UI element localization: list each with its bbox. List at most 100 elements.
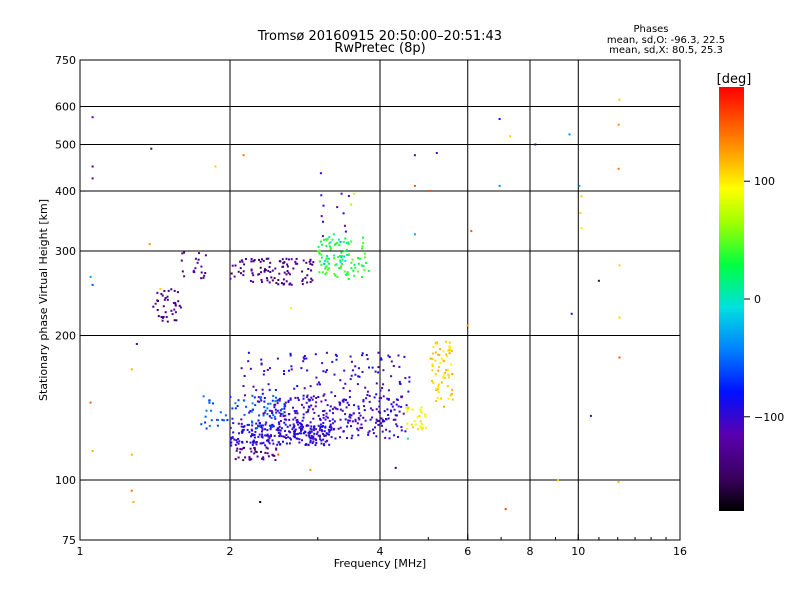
data-point	[443, 374, 446, 377]
x-tick-label: 2	[227, 545, 234, 558]
data-point	[403, 355, 406, 358]
data-point	[441, 376, 444, 379]
data-point	[312, 395, 315, 398]
data-point	[257, 419, 260, 422]
data-point	[310, 396, 313, 399]
data-point	[198, 252, 200, 255]
data-point	[443, 360, 446, 363]
data-point	[390, 403, 393, 406]
data-point	[310, 277, 313, 280]
data-point	[283, 370, 285, 373]
data-point	[257, 424, 259, 427]
data-point	[450, 393, 453, 396]
data-point	[249, 410, 252, 412]
data-point	[289, 397, 292, 400]
data-point	[305, 411, 308, 414]
data-point	[349, 378, 352, 381]
chart-subtitle: RwPretec (8p)	[334, 41, 425, 56]
data-point	[285, 273, 288, 276]
data-point	[251, 409, 254, 411]
data-point	[250, 410, 253, 413]
data-point	[148, 243, 151, 246]
data-point	[244, 394, 246, 397]
data-point	[288, 430, 290, 433]
data-point	[345, 406, 348, 409]
data-point	[328, 433, 330, 436]
data-point	[325, 258, 328, 261]
data-point	[325, 369, 328, 372]
data-point	[322, 416, 325, 419]
data-point	[261, 457, 263, 460]
data-point	[372, 428, 374, 431]
data-point	[366, 390, 369, 393]
data-point	[284, 401, 287, 404]
data-point	[272, 395, 275, 397]
data-point	[283, 405, 286, 408]
data-point	[89, 275, 92, 278]
data-point	[164, 311, 167, 314]
data-point	[246, 428, 249, 431]
data-point	[333, 254, 336, 257]
data-point	[289, 352, 292, 355]
data-point	[295, 410, 298, 413]
data-point	[242, 428, 245, 431]
data-point	[204, 254, 207, 257]
data-point	[351, 434, 354, 437]
data-point	[360, 264, 363, 267]
data-point	[312, 408, 315, 411]
data-point	[265, 446, 268, 449]
data-point	[278, 397, 281, 400]
data-point	[249, 280, 252, 282]
data-point	[411, 408, 414, 411]
data-point	[181, 270, 184, 273]
data-point	[387, 354, 390, 357]
data-point	[381, 418, 384, 421]
data-point	[242, 447, 245, 450]
data-point	[251, 421, 254, 424]
data-point	[241, 430, 244, 433]
data-point	[357, 407, 360, 410]
data-point	[362, 265, 365, 268]
data-point	[451, 373, 454, 375]
data-point	[534, 143, 537, 146]
data-point	[261, 433, 264, 436]
data-point	[368, 400, 371, 403]
data-point	[338, 267, 341, 270]
data-point	[361, 426, 364, 429]
data-point	[333, 427, 336, 430]
data-point	[324, 440, 327, 443]
data-point	[320, 243, 323, 246]
colorbar-tick-label: −100	[754, 411, 784, 424]
data-point	[328, 242, 331, 245]
data-point	[130, 368, 133, 371]
data-point	[380, 417, 383, 420]
data-point	[406, 408, 409, 411]
data-point	[283, 436, 286, 438]
data-point	[270, 435, 272, 438]
data-point	[302, 425, 304, 428]
data-point	[352, 412, 355, 415]
y-axis-ticks: 75 100 200 300 400 500 600 750	[55, 54, 86, 547]
colorbar	[719, 87, 744, 511]
data-point	[436, 396, 439, 399]
data-point	[279, 432, 282, 435]
phases-o-stats: mean, sd,O: -96.3, 22.5	[607, 35, 725, 46]
data-point	[436, 388, 439, 391]
data-point	[313, 432, 316, 435]
data-point	[371, 366, 374, 369]
data-point	[287, 436, 290, 439]
data-point	[266, 279, 269, 282]
data-point	[406, 437, 409, 440]
data-point	[382, 369, 385, 372]
data-point	[293, 424, 296, 427]
data-point	[248, 411, 251, 414]
data-point	[229, 277, 232, 280]
data-point	[288, 258, 290, 261]
data-point	[261, 258, 263, 261]
data-point	[334, 395, 337, 397]
data-point	[357, 375, 360, 378]
data-point	[347, 273, 350, 276]
data-point	[350, 414, 353, 417]
data-point	[275, 281, 278, 284]
data-point	[279, 433, 282, 436]
